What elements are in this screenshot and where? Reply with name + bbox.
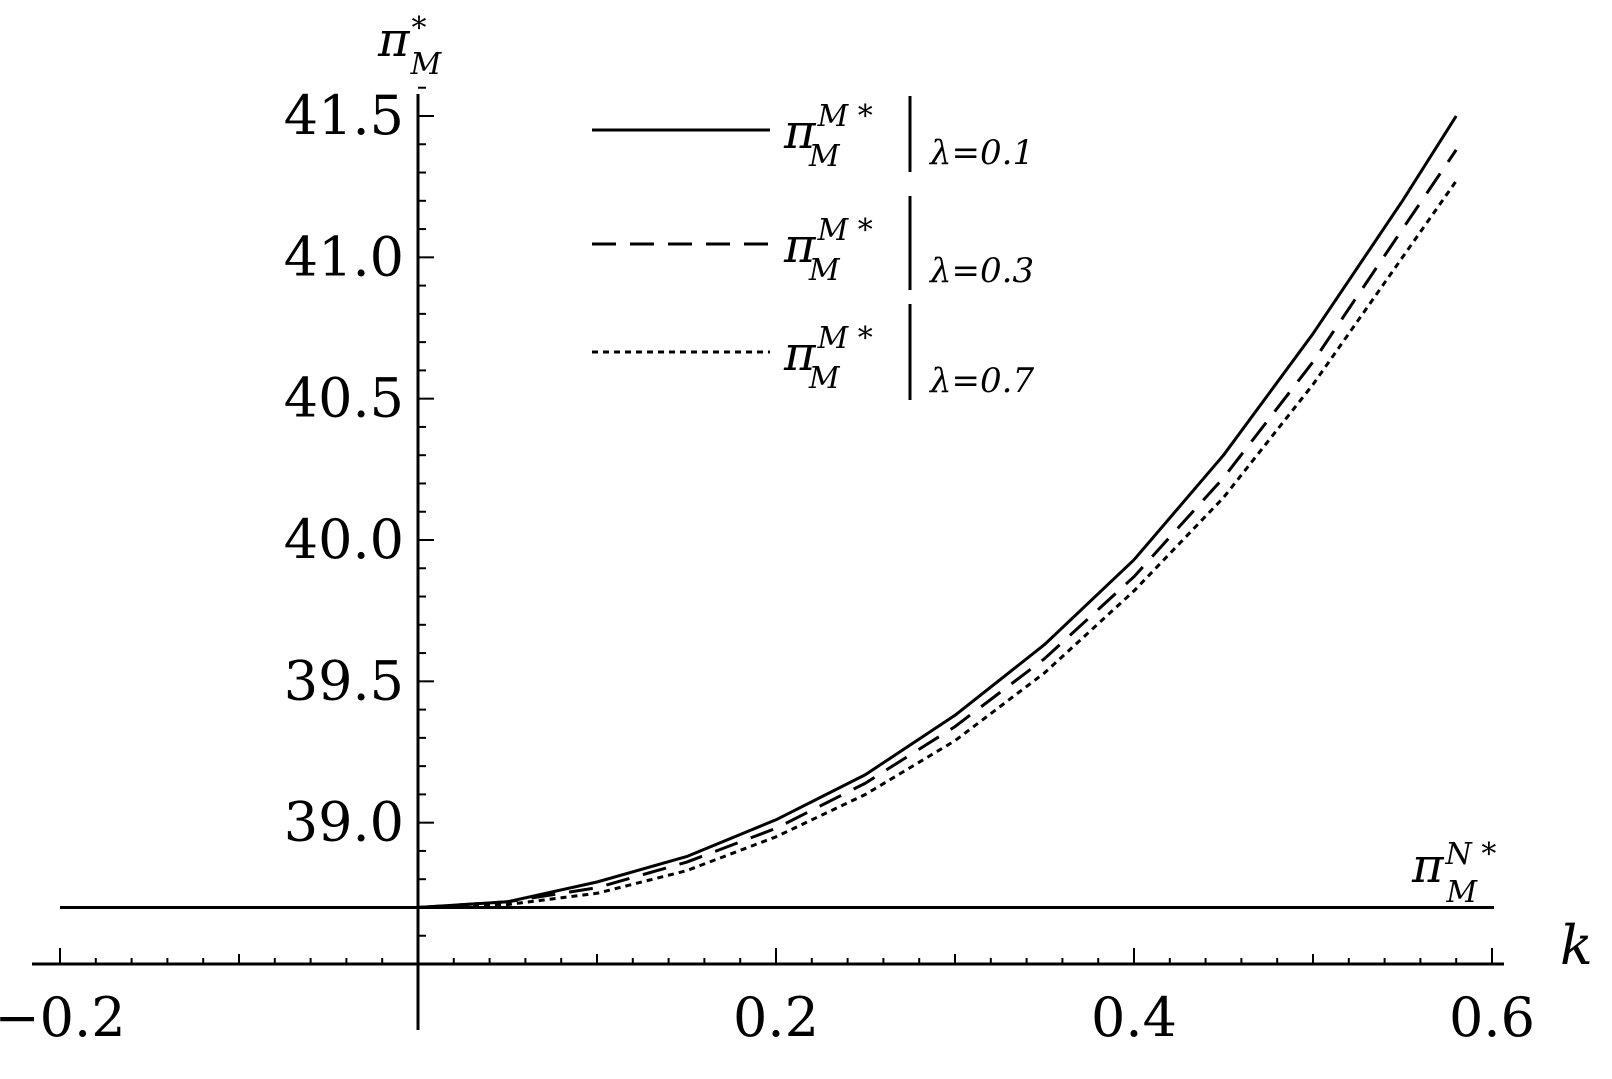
series-lines bbox=[417, 115, 1458, 909]
legend-item-2: πM * M λ=0.3 bbox=[592, 196, 1034, 291]
y-tick-labels: 39.0 39.5 40.0 40.5 41.0 41.5 bbox=[284, 84, 404, 854]
x-tick-labels: −0.2 0.2 0.4 0.6 bbox=[0, 986, 1535, 1049]
series-line-solid bbox=[417, 115, 1458, 909]
y-tick-label: 40.0 bbox=[284, 508, 404, 571]
legend-label-1: πM * M bbox=[783, 99, 873, 174]
y-tick-label: 39.0 bbox=[284, 791, 404, 854]
y-tick-label: 41.0 bbox=[284, 225, 404, 288]
legend: πM * M λ=0.1 πM * M λ=0.3 πM * M λ=0.7 bbox=[592, 96, 1034, 401]
series-line-dashed bbox=[417, 149, 1458, 909]
y-tick-label: 40.5 bbox=[284, 367, 404, 430]
legend-condition-1: λ=0.1 bbox=[928, 133, 1034, 173]
x-axis-label: k bbox=[1560, 914, 1593, 977]
x-tick-label: 0.6 bbox=[1449, 986, 1535, 1049]
x-tick-label: 0.4 bbox=[1091, 986, 1177, 1049]
minor-ticks bbox=[59, 86, 1493, 965]
y-tick-label: 41.5 bbox=[284, 84, 404, 147]
reference-line-label: πN * M bbox=[1411, 837, 1496, 910]
x-tick-label: −0.2 bbox=[0, 986, 126, 1049]
legend-condition-3: λ=0.7 bbox=[928, 361, 1034, 401]
y-tick-label: 39.5 bbox=[284, 649, 404, 712]
legend-item-1: πM * M λ=0.1 bbox=[592, 96, 1034, 174]
legend-label-2: πM * M bbox=[783, 213, 873, 288]
legend-label-3: πM * M bbox=[783, 321, 873, 396]
x-tick-label: 0.2 bbox=[733, 986, 819, 1049]
y-axis-label: π* M bbox=[377, 11, 443, 82]
legend-condition-2: λ=0.3 bbox=[928, 251, 1034, 291]
series-line-dotted bbox=[417, 180, 1458, 909]
legend-item-3: πM * M λ=0.7 bbox=[592, 304, 1034, 401]
